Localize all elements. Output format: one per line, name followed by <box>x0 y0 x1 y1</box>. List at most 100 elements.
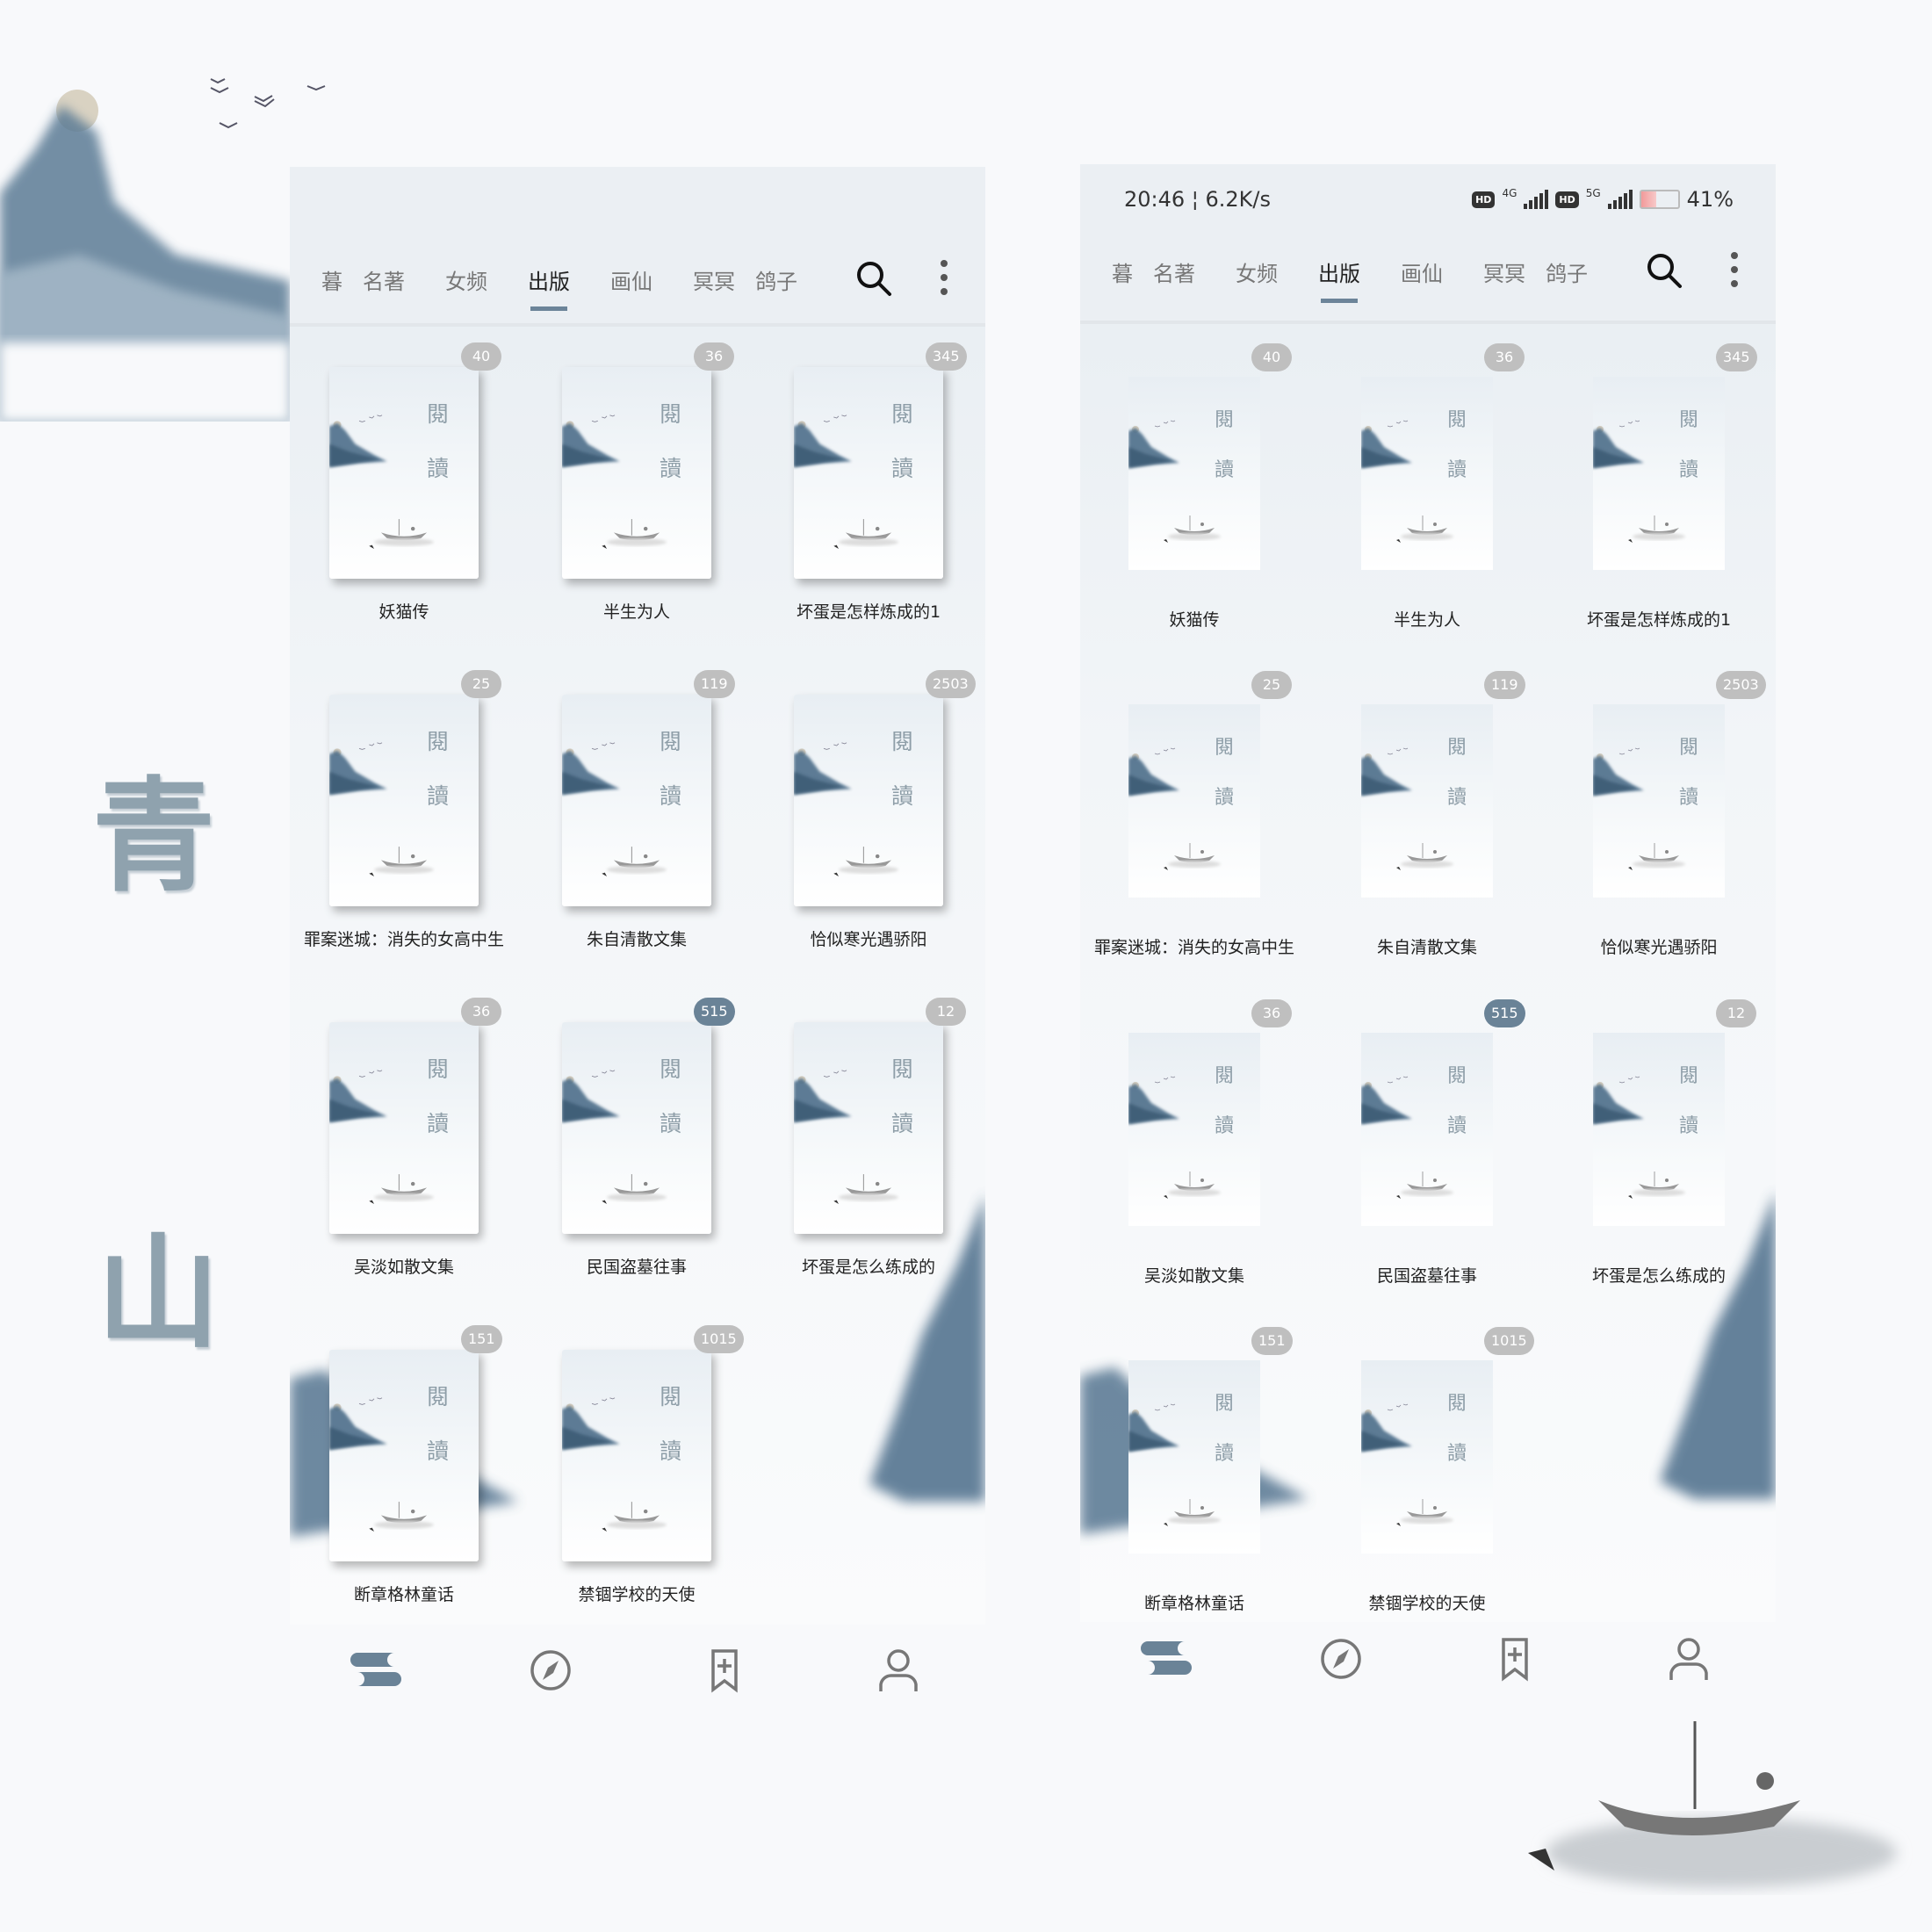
bookmark-add-icon[interactable] <box>698 1644 751 1697</box>
cover-text-bottom: 讀 <box>890 456 913 482</box>
more-options-icon[interactable] <box>1726 250 1743 289</box>
decor-char-qing: 青 <box>92 765 216 909</box>
signal-icon <box>1524 190 1549 209</box>
profile-user-icon[interactable] <box>872 1644 925 1697</box>
tab-0[interactable]: 暮 <box>1112 261 1133 286</box>
book-item[interactable]: 閱讀 151 断章格林童话 <box>1080 1327 1310 1615</box>
book-cover[interactable]: 閱讀 <box>1128 1360 1260 1554</box>
cover-text-top: 閱 <box>1446 736 1467 759</box>
book-item[interactable]: 閱讀 36 吴淡如散文集 <box>1080 999 1310 1287</box>
book-title: 禁锢学校的天使 <box>578 1585 696 1604</box>
tab-2[interactable]: 女频 <box>445 269 487 294</box>
book-cover[interactable]: 閱讀 <box>794 1022 943 1234</box>
tab-3[interactable]: 出版 <box>1298 256 1381 303</box>
tab-0[interactable]: 暮 <box>321 269 342 294</box>
book-cover[interactable]: 閱讀 <box>562 1022 711 1234</box>
book-cover[interactable]: 閱讀 <box>1128 377 1260 570</box>
tab-4[interactable]: 画仙 <box>610 269 652 294</box>
book-title: 民国盗墓往事 <box>1376 1266 1477 1286</box>
book-title: 罪案迷城：消失的女高中生 <box>1093 938 1294 957</box>
book-cover[interactable]: 閱讀 <box>794 695 943 906</box>
book-item[interactable]: 閱讀 515 民国盗墓往事 <box>1311 999 1543 1287</box>
book-cover[interactable]: 閱讀 <box>1128 704 1260 898</box>
book-title: 恰似寒光遇骄阳 <box>810 930 927 949</box>
book-item[interactable]: 閱讀 2503 恰似寒光遇骄阳 <box>1543 671 1775 959</box>
book-cover[interactable]: 閱讀 <box>562 695 711 906</box>
book-item[interactable]: 閱讀 2503 恰似寒光遇骄阳 <box>753 670 984 968</box>
book-title: 吴淡如散文集 <box>1143 1266 1244 1286</box>
unread-count-badge: 36 <box>1484 343 1525 371</box>
book-cover[interactable]: 閱讀 <box>1593 704 1725 898</box>
category-tabs: 暮名著 女频 出版 画仙 冥冥 鸽子 <box>290 253 817 311</box>
book-item[interactable]: 閱讀 36 半生为人 <box>1311 343 1543 631</box>
unread-count-badge: 36 <box>461 998 501 1026</box>
unread-count-badge: 515 <box>694 998 735 1026</box>
book-item[interactable]: 閱讀 151 断章格林童话 <box>290 1325 520 1623</box>
book-item[interactable]: 閱讀 1015 禁锢学校的天使 <box>1311 1327 1543 1615</box>
bookshelf-icon[interactable] <box>350 1644 403 1697</box>
cover-text-top: 閱 <box>1446 1392 1467 1415</box>
book-item[interactable]: 閱讀 345 坏蛋是怎样炼成的1 <box>1543 343 1775 631</box>
book-item[interactable]: 閱讀 36 吴淡如散文集 <box>290 998 520 1295</box>
unread-count-badge: 40 <box>1251 343 1292 371</box>
book-cover[interactable]: 閱讀 <box>562 367 711 579</box>
book-item[interactable]: 閱讀 515 民国盗墓往事 <box>521 998 753 1295</box>
battery-icon <box>1639 190 1680 209</box>
search-icon[interactable] <box>852 256 896 300</box>
book-cover[interactable]: 閱讀 <box>562 1350 711 1561</box>
tab-6[interactable]: 鸽子 <box>1546 261 1588 286</box>
tab-1[interactable]: 名著 <box>363 269 405 294</box>
cover-text-bottom: 讀 <box>659 1111 681 1137</box>
book-cover[interactable]: 閱讀 <box>1361 1360 1493 1554</box>
book-item[interactable]: 閱讀 345 坏蛋是怎样炼成的1 <box>753 342 984 640</box>
book-item[interactable]: 閱讀 119 朱自清散文集 <box>1311 671 1543 959</box>
book-item[interactable]: 閱讀 12 坏蛋是怎么练成的 <box>753 998 984 1295</box>
unread-count-badge: 40 <box>461 342 501 371</box>
tab-4[interactable]: 画仙 <box>1401 261 1443 286</box>
book-cover[interactable]: 閱讀 <box>329 695 479 906</box>
cover-text-bottom: 讀 <box>890 783 913 810</box>
cover-text-top: 閱 <box>1678 408 1698 431</box>
unread-count-badge: 119 <box>1484 671 1525 699</box>
book-cover[interactable]: 閱讀 <box>1361 1033 1493 1226</box>
book-title: 妖猫传 <box>1169 610 1220 630</box>
book-item[interactable]: 閱讀 40 妖猫传 <box>290 342 520 640</box>
bookmark-add-icon[interactable] <box>1489 1633 1541 1685</box>
compass-discover-icon[interactable] <box>1315 1633 1367 1685</box>
book-cover[interactable]: 閱讀 <box>329 1022 479 1234</box>
profile-user-icon[interactable] <box>1662 1633 1715 1685</box>
unread-count-badge: 25 <box>1251 671 1292 699</box>
book-cover[interactable]: 閱讀 <box>1361 704 1493 898</box>
book-cover[interactable]: 閱讀 <box>1593 1033 1725 1226</box>
book-item[interactable]: 閱讀 25 罪案迷城：消失的女高中生 <box>290 670 520 968</box>
book-cover[interactable]: 閱讀 <box>329 367 479 579</box>
book-cover[interactable]: 閱讀 <box>1593 377 1725 570</box>
tab-2[interactable]: 女频 <box>1236 261 1278 286</box>
book-title: 罪案迷城：消失的女高中生 <box>303 930 504 949</box>
more-options-icon[interactable] <box>935 258 953 297</box>
cover-text-top: 閱 <box>1678 1064 1698 1087</box>
book-cover[interactable]: 閱讀 <box>1361 377 1493 570</box>
book-item[interactable]: 閱讀 36 半生为人 <box>521 342 753 640</box>
search-icon[interactable] <box>1642 249 1686 292</box>
tab-6[interactable]: 鸽子 <box>755 269 797 294</box>
book-cover[interactable]: 閱讀 <box>329 1350 479 1561</box>
book-item[interactable]: 閱讀 1015 禁锢学校的天使 <box>521 1325 753 1623</box>
book-item[interactable]: 閱讀 12 坏蛋是怎么练成的 <box>1543 999 1775 1287</box>
bookshelf-icon[interactable] <box>1141 1633 1193 1685</box>
cover-text-top: 閱 <box>426 1056 449 1082</box>
book-title: 吴淡如散文集 <box>353 1258 454 1277</box>
book-item[interactable]: 閱讀 25 罪案迷城：消失的女高中生 <box>1080 671 1310 959</box>
book-item[interactable]: 閱讀 40 妖猫传 <box>1080 343 1310 631</box>
tab-5[interactable]: 冥冥 <box>693 269 735 294</box>
book-cover[interactable]: 閱讀 <box>1128 1033 1260 1226</box>
book-title: 坏蛋是怎么练成的 <box>1591 1266 1726 1286</box>
compass-discover-icon[interactable] <box>524 1644 577 1697</box>
book-cover[interactable]: 閱讀 <box>794 367 943 579</box>
tab-1[interactable]: 名著 <box>1153 261 1195 286</box>
tab-3[interactable]: 出版 <box>508 264 590 311</box>
bottom-navigation <box>290 1625 985 1721</box>
cover-text-bottom: 讀 <box>1446 1443 1467 1465</box>
book-item[interactable]: 閱讀 119 朱自清散文集 <box>521 670 753 968</box>
tab-5[interactable]: 冥冥 <box>1483 261 1525 286</box>
